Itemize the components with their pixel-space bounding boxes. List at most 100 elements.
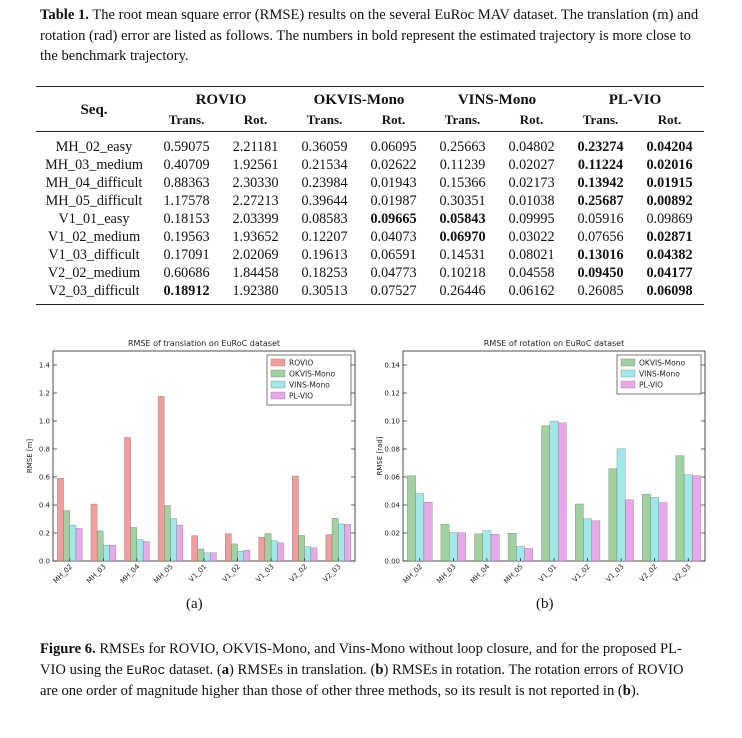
bar	[264, 533, 272, 562]
table-row: MH_05_difficult 1.17578 2.27213 0.39644 0.01…	[36, 192, 704, 210]
y-tick-label: 0.8	[39, 446, 50, 454]
table-row: V2_02_medium 0.60686 1.84458 0.18253 0.04773…	[36, 264, 704, 282]
value-cell: 2.27213	[232, 192, 279, 209]
figure-caption: Figure 6. RMSEs for ROVIO, OKVIS-Mono, a…	[40, 639, 704, 702]
value-cell: 0.04204	[646, 138, 693, 155]
bar	[407, 475, 416, 562]
bar	[541, 425, 551, 562]
value-cell: 0.36059	[301, 138, 348, 155]
bar	[338, 523, 345, 562]
value-cell: 0.00892	[646, 192, 693, 209]
bar	[557, 422, 567, 562]
legend-label: VINS-Mono	[639, 370, 680, 379]
bar	[331, 518, 339, 562]
value-cell: 0.06591	[370, 246, 417, 263]
bar	[224, 533, 232, 562]
bar	[243, 550, 251, 562]
subheader-trans: Trans.	[168, 112, 205, 127]
bar	[292, 475, 299, 562]
x-tick-label: V1_03	[605, 563, 626, 584]
x-tick-label: V1_02	[571, 563, 592, 584]
value-cell: 0.02027	[508, 156, 555, 173]
value-cell: 0.26085	[577, 282, 624, 299]
bar	[69, 524, 77, 562]
bar	[170, 518, 177, 562]
value-cell: 2.30330	[232, 174, 279, 191]
value-cell: 0.18912	[163, 282, 210, 299]
table-caption-label: Table 1.	[40, 7, 89, 23]
bar	[304, 546, 312, 562]
value-cell: 0.10218	[439, 264, 486, 281]
value-cell: 0.01943	[370, 174, 417, 191]
value-cell: 0.09995	[508, 210, 555, 227]
chart-title: RMSE of rotation on EuRoC dataset	[484, 339, 624, 348]
method-header-vins: VINS-Mono	[457, 92, 537, 108]
legend-swatch	[620, 358, 636, 367]
method-header-okvis: OKVIS-Mono	[313, 92, 405, 108]
bar	[675, 455, 685, 562]
subheader-rot: Rot.	[381, 112, 406, 127]
y-tick-label: 0.08	[384, 446, 400, 454]
seq-cell: V2_03_difficult	[48, 282, 140, 299]
x-tick-label: V2_02	[288, 563, 309, 584]
x-tick-label: V2_02	[638, 563, 659, 584]
bar	[490, 534, 500, 562]
table-row: V1_02_medium 0.19563 1.93652 0.12207 0.04073…	[36, 228, 704, 246]
value-cell: 0.04773	[370, 264, 417, 281]
value-cell: 0.01038	[508, 192, 555, 209]
value-cell: 0.11239	[439, 156, 486, 173]
figure-caption-dataset: EuRoc	[126, 662, 166, 678]
value-cell: 0.08583	[301, 210, 348, 227]
value-cell: 0.40709	[163, 156, 210, 173]
value-cell: 0.02016	[646, 156, 693, 173]
value-cell: 0.21534	[301, 156, 348, 173]
bar	[650, 497, 659, 562]
bar	[298, 535, 305, 562]
value-cell: 0.02173	[508, 174, 555, 191]
y-tick-label: 0.00	[384, 558, 400, 566]
table-row: MH_03_medium 0.40709 1.92561 0.21534 0.02622…	[36, 156, 704, 174]
seq-cell: V2_02_medium	[47, 264, 141, 281]
seq-cell: MH_05_difficult	[45, 192, 143, 209]
x-tick-label: MH_03	[85, 563, 107, 585]
legend-label: ROVIO	[289, 359, 313, 368]
value-cell: 0.19613	[301, 246, 348, 263]
legend-swatch	[270, 369, 286, 378]
y-tick-label: 0.02	[384, 530, 400, 538]
subheader-rot: Rot.	[519, 112, 544, 127]
legend-swatch	[620, 369, 636, 378]
legend-label: OKVIS-Mono	[289, 370, 335, 379]
y-tick-label: 0.04	[384, 502, 400, 510]
legend-label: PL-VIO	[289, 392, 313, 401]
value-cell: 0.19563	[163, 228, 210, 245]
table-row: V2_03_difficult 0.18912 1.92380 0.30513 0.07…	[36, 282, 704, 305]
bar	[103, 545, 110, 562]
figure-caption-ref-b2: b	[622, 683, 631, 699]
bar	[124, 437, 131, 562]
value-cell: 0.09869	[646, 210, 693, 227]
y-axis-label: RMSE [rad]	[376, 436, 384, 475]
value-cell: 0.60686	[163, 264, 210, 281]
value-cell: 0.04558	[508, 264, 555, 281]
bar	[130, 527, 138, 562]
value-cell: 0.01987	[370, 192, 417, 209]
rotation-rmse-chart: RMSE of rotation on EuRoC dataset 0.00 0.0…	[376, 339, 706, 585]
value-cell: 0.30513	[301, 282, 348, 299]
value-cell: 2.03399	[232, 210, 279, 227]
value-cell: 0.02622	[370, 156, 417, 173]
value-cell: 0.23984	[301, 174, 348, 191]
bar	[176, 524, 184, 562]
value-cell: 0.17091	[163, 246, 210, 263]
x-tick-label: V1_01	[187, 563, 208, 584]
value-cell: 1.84458	[232, 264, 279, 281]
value-cell: 0.25663	[439, 138, 486, 155]
method-header-rovio: ROVIO	[195, 92, 247, 108]
legend-swatch	[270, 380, 286, 389]
value-cell: 0.04177	[646, 264, 693, 281]
table-row: MH_04_difficult 0.88363 2.30330 0.23984 0.01…	[36, 174, 704, 192]
y-tick-label: 0.6	[39, 474, 51, 482]
y-tick-label: 0.12	[384, 390, 400, 398]
seq-cell: V1_03_difficult	[48, 246, 140, 263]
x-tick-label: V2_03	[322, 563, 343, 584]
value-cell: 0.39644	[301, 192, 348, 209]
